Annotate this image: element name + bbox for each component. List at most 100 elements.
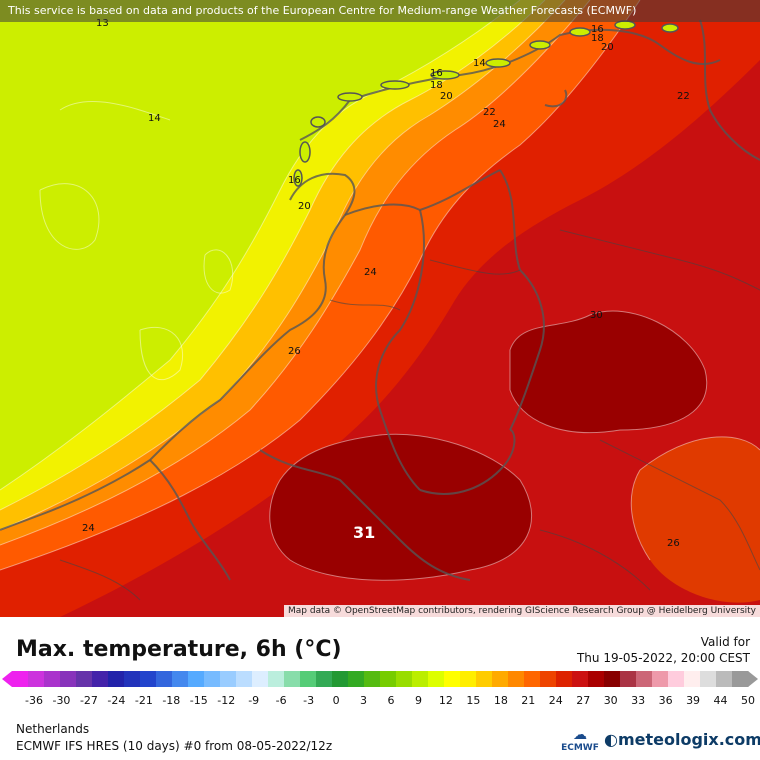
- scale-cell: [732, 671, 749, 687]
- map-title: Max. temperature, 6h (°C): [16, 637, 342, 662]
- scale-cell: [556, 671, 573, 687]
- scale-cell: [92, 671, 109, 687]
- scale-cell: [316, 671, 333, 687]
- scale-cell: [76, 671, 93, 687]
- contour-label: 14: [148, 113, 161, 124]
- scale-cell: [636, 671, 653, 687]
- meteologix-logo-text: meteologix.com: [617, 730, 760, 749]
- scale-cell: [252, 671, 269, 687]
- scale-cell: [412, 671, 429, 687]
- contour-label: 24: [82, 523, 95, 534]
- scale-cell: [524, 671, 541, 687]
- contour-label: 22: [483, 107, 496, 118]
- scale-cell: [364, 671, 381, 687]
- scale-tick-label: -6: [275, 694, 287, 707]
- contour-label: 16: [591, 24, 604, 35]
- scale-cell: [604, 671, 621, 687]
- contour-label: 18: [591, 33, 604, 44]
- scale-arrow-low: [2, 671, 12, 687]
- scale-arrow-high: [748, 671, 758, 687]
- scale-cell: [684, 671, 701, 687]
- scale-cell: [476, 671, 493, 687]
- color-scale-bar: [2, 671, 758, 687]
- scale-tick-label: 33: [631, 694, 646, 707]
- contour-label: 20: [601, 42, 614, 53]
- scale-tick-label: -3: [303, 694, 315, 707]
- scale-tick-label: 12: [438, 694, 453, 707]
- scale-tick-label: 18: [493, 694, 508, 707]
- contour-label: 18: [430, 80, 443, 91]
- scale-cell: [396, 671, 413, 687]
- scale-cell: [28, 671, 45, 687]
- scale-cell: [124, 671, 141, 687]
- scale-tick-label: -9: [248, 694, 260, 707]
- max-value-label: 31: [353, 523, 375, 542]
- contour-label: 16: [288, 175, 301, 186]
- scale-cell: [60, 671, 77, 687]
- scale-cell: [12, 671, 29, 687]
- scale-tick-label: -21: [134, 694, 153, 707]
- contour-label: 26: [667, 538, 680, 549]
- scale-cell: [492, 671, 509, 687]
- scale-cell: [716, 671, 733, 687]
- scale-tick-label: -12: [217, 694, 236, 707]
- scale-cell: [140, 671, 157, 687]
- scale-cell: [204, 671, 221, 687]
- contour-label: 20: [298, 201, 311, 212]
- scale-cell: [108, 671, 125, 687]
- scale-tick-label: 36: [658, 694, 673, 707]
- contour-label: 24: [364, 267, 377, 278]
- scale-tick-label: 27: [576, 694, 591, 707]
- scale-cell: [172, 671, 189, 687]
- scale-tick-label: 30: [603, 694, 618, 707]
- scale-cell: [300, 671, 317, 687]
- model-run-info: ECMWF IFS HRES (10 days) #0 from 08-05-2…: [16, 739, 333, 753]
- scale-cell: [572, 671, 589, 687]
- scale-tick-label: -18: [162, 694, 181, 707]
- scale-cell: [460, 671, 477, 687]
- scale-cell: [588, 671, 605, 687]
- scale-cell: [540, 671, 557, 687]
- valid-time: Thu 19-05-2022, 20:00 CEST: [576, 651, 750, 665]
- contour-label: 20: [440, 91, 453, 102]
- scale-cell: [236, 671, 253, 687]
- map-attribution[interactable]: Map data © OpenStreetMap contributors, r…: [284, 605, 760, 617]
- contour-label: 30: [590, 310, 603, 321]
- scale-tick-label: -24: [107, 694, 126, 707]
- ecmwf-logo[interactable]: ☁ ECMWF: [560, 727, 600, 757]
- scale-cell: [332, 671, 349, 687]
- ecmwf-logo-icon: ☁: [573, 727, 587, 743]
- contour-label: 16: [430, 68, 443, 79]
- scale-cell: [156, 671, 173, 687]
- scale-cell: [652, 671, 669, 687]
- scale-cell: [220, 671, 237, 687]
- scale-cell: [380, 671, 397, 687]
- contour-label: 14: [473, 58, 486, 69]
- temperature-field: 13 14 14 16 18 20 16 18 20 22 24 22 16 2…: [0, 0, 760, 617]
- color-scale-ticks: -36 -30 -27 -24 -21 -18 -15 -12 -9 -6 -3 0 3 6 9 12 15 18…: [0, 694, 760, 708]
- scale-cell: [508, 671, 525, 687]
- scale-cell: [428, 671, 445, 687]
- scale-tick-label: 0: [332, 694, 340, 707]
- valid-label: Valid for: [700, 635, 750, 649]
- scale-tick-label: 21: [521, 694, 536, 707]
- weather-map[interactable]: 13 14 14 16 18 20 16 18 20 22 24 22 16 2…: [0, 0, 760, 617]
- scale-tick-label: -36: [25, 694, 43, 707]
- scale-tick-label: 44: [713, 694, 728, 707]
- region-name: Netherlands: [16, 722, 90, 736]
- ecmwf-notice: This service is based on data and produc…: [0, 0, 760, 22]
- meteologix-logo[interactable]: ◐meteologix.com: [604, 730, 760, 749]
- contour-label: 26: [288, 346, 301, 357]
- contour-label: 22: [677, 91, 690, 102]
- meteologix-logo-icon: ◐: [604, 730, 618, 749]
- contour-label: 24: [493, 119, 506, 130]
- scale-cell: [188, 671, 205, 687]
- scale-tick-label: -27: [79, 694, 98, 707]
- scale-tick-label: 39: [686, 694, 701, 707]
- scale-cell: [620, 671, 637, 687]
- scale-tick-label: 3: [360, 694, 368, 707]
- ecmwf-logo-text: ECMWF: [561, 743, 599, 753]
- scale-cell: [700, 671, 717, 687]
- contour-label: 13: [96, 18, 109, 29]
- scale-cell: [348, 671, 365, 687]
